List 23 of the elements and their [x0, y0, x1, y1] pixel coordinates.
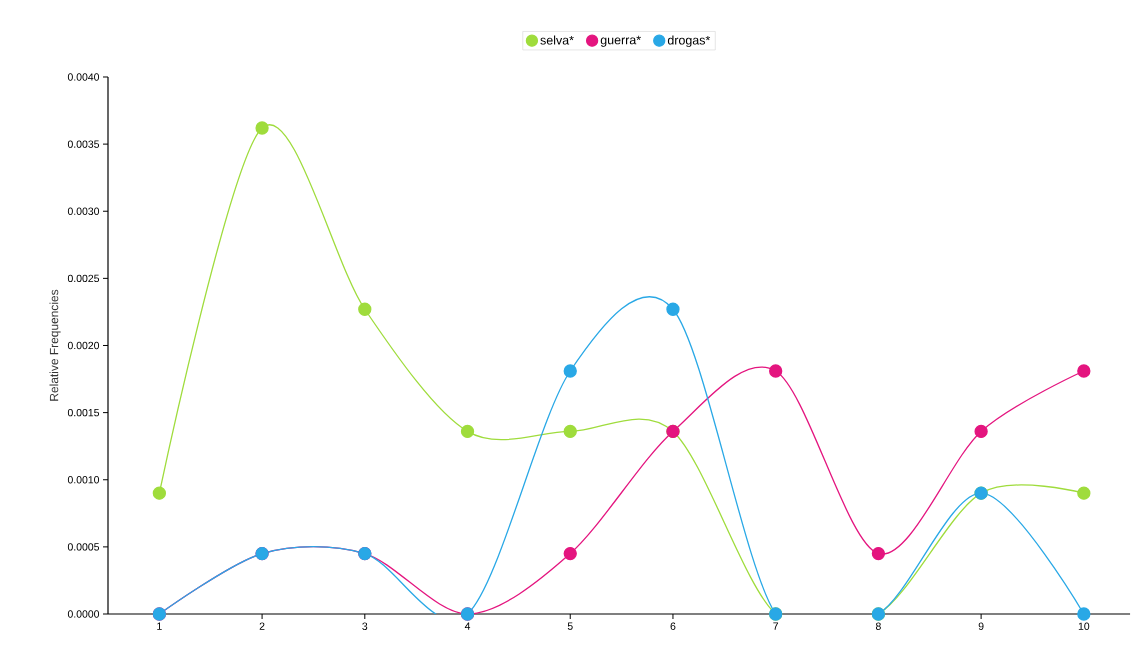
- y-tick-label: 0.0040: [67, 73, 100, 81]
- x-tick-label: 9: [978, 622, 984, 630]
- y-tick-label: 0.0000: [67, 610, 100, 618]
- y-tick-label: 0.0025: [67, 274, 100, 283]
- y-tick-label: 0.0010: [67, 476, 100, 484]
- x-tick-label: 5: [567, 622, 573, 630]
- x-tick-label: 10: [1078, 622, 1090, 630]
- x-tick-label: 8: [875, 622, 881, 630]
- y-tick-label: 0.0015: [67, 408, 100, 417]
- legend-label: drogas*: [667, 35, 711, 48]
- x-tick-label: 2: [259, 622, 265, 630]
- y-tick-label: 0.0020: [67, 341, 100, 350]
- x-tick-label: 6: [670, 622, 676, 630]
- y-tick-label: 0.0035: [67, 140, 100, 148]
- x-tick-label: 1: [157, 622, 162, 630]
- y-tick-label: 0.0030: [67, 207, 100, 215]
- x-tick-label: 3: [362, 622, 368, 630]
- x-tick-label: 7: [773, 622, 779, 630]
- y-tick-label: 0.0005: [67, 543, 100, 551]
- x-tick-label: 4: [464, 622, 471, 630]
- y-axis-title: Relative Frequencies: [49, 289, 61, 401]
- legend-label: selva*: [540, 35, 574, 45]
- legend-label: guerra*: [600, 35, 641, 47]
